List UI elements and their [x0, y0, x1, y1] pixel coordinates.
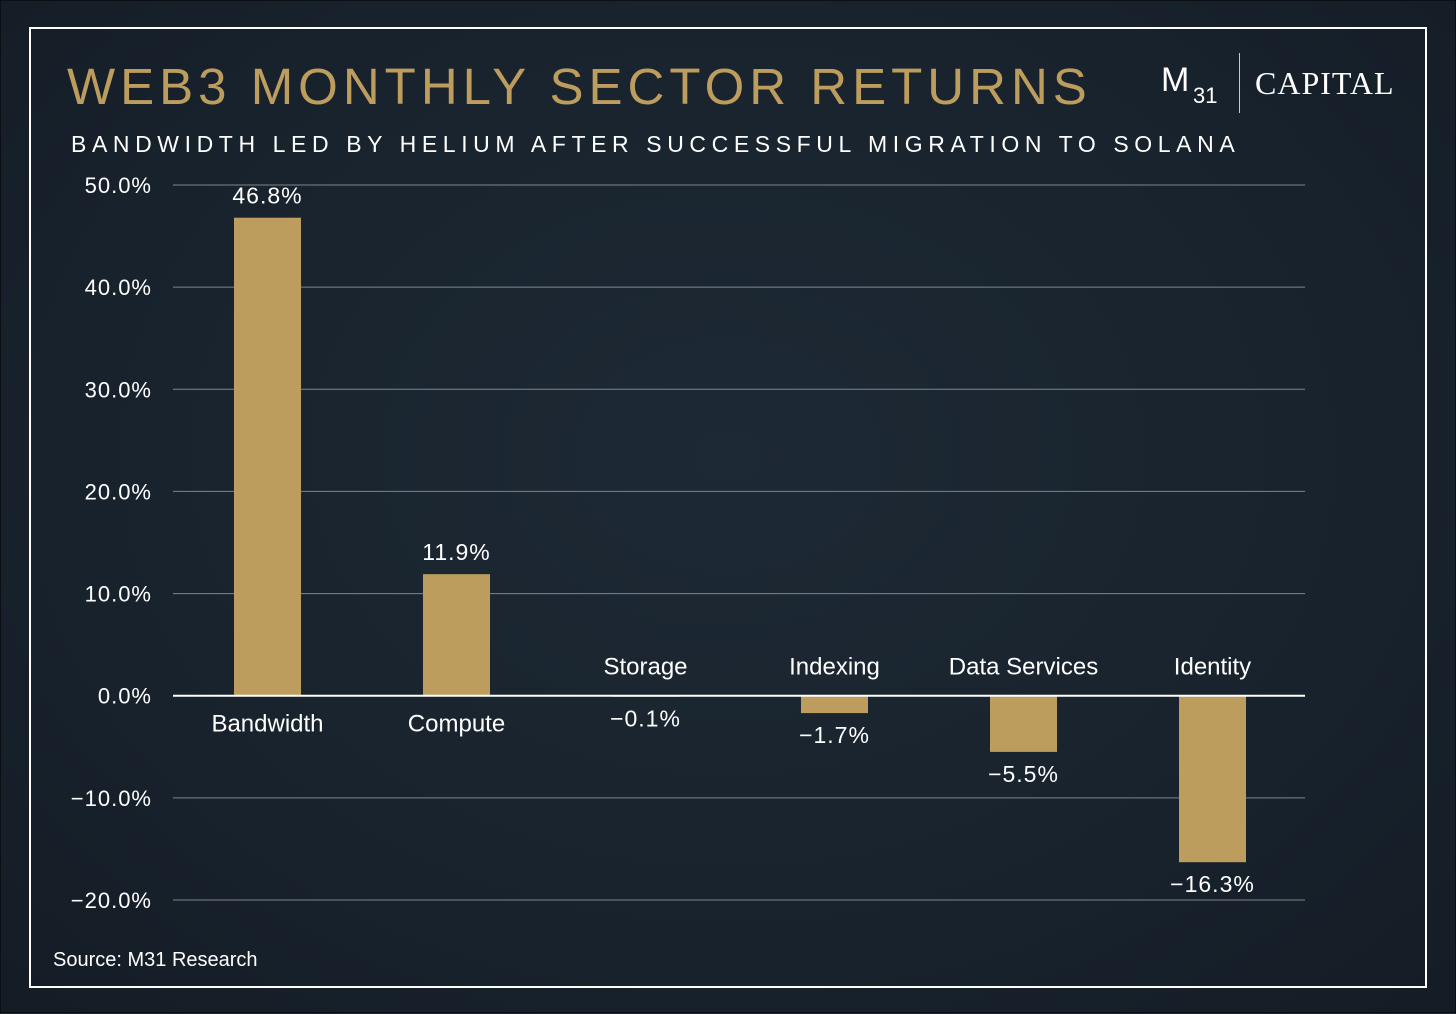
category-label: Identity	[1174, 654, 1251, 681]
bar	[801, 695, 868, 714]
data-label: −1.7%	[799, 722, 870, 748]
y-tick-label: 50.0%	[85, 173, 152, 198]
chart-border: WEB3 MONTHLY SECTOR RETURNS BANDWIDTH LE…	[29, 27, 1427, 988]
y-tick-label: 10.0%	[85, 582, 152, 607]
category-label: Storage	[603, 654, 687, 681]
source-note: Source: M31 Research	[53, 949, 258, 971]
bar	[990, 695, 1057, 752]
category-label: Bandwidth	[211, 711, 323, 738]
category-label: Compute	[408, 711, 505, 738]
data-label: 46.8%	[232, 183, 302, 209]
gridlines	[173, 184, 1305, 901]
y-tick-label: −10.0%	[71, 786, 152, 811]
y-axis-ticks: 50.0% 40.0% 30.0% 20.0% 10.0% 0.0% −10.0% −20.0…	[71, 173, 152, 913]
logo-mark: M	[1161, 61, 1190, 99]
y-tick-label: 0.0%	[98, 684, 152, 709]
y-tick-label: 20.0%	[85, 479, 152, 504]
data-label: −5.5%	[988, 761, 1059, 787]
y-tick-label: 30.0%	[85, 377, 152, 402]
logo-divider	[1239, 53, 1240, 113]
bars	[234, 217, 1246, 863]
bar-labels: Bandwidth 46.8% Compute 11.9% Storage −0.1% In…	[211, 183, 1255, 898]
logo-number: 31	[1193, 83, 1218, 108]
bar	[1179, 695, 1246, 863]
data-label: −16.3%	[1170, 871, 1255, 897]
chart-title: WEB3 MONTHLY SECTOR RETURNS	[67, 58, 1092, 115]
bar	[234, 217, 301, 696]
y-tick-label: 40.0%	[85, 275, 152, 300]
chart-subtitle: BANDWIDTH LED BY HELIUM AFTER SUCCESSFUL…	[71, 131, 1241, 157]
logo-name: CAPITAL	[1255, 65, 1395, 101]
data-label: −0.1%	[610, 706, 681, 732]
bar	[423, 574, 490, 696]
y-tick-label: −20.0%	[71, 888, 152, 913]
data-label: 11.9%	[422, 539, 491, 565]
category-label: Indexing	[789, 654, 880, 681]
category-label: Data Services	[949, 654, 1098, 681]
